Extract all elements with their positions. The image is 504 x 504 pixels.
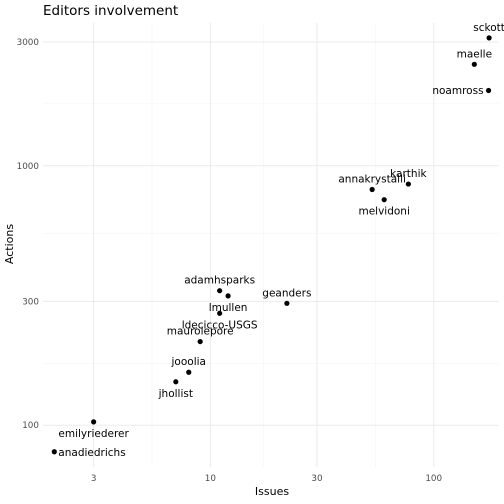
- point-label: jhollist: [158, 388, 193, 400]
- grid: [43, 23, 499, 467]
- point-label: emilyriederer: [58, 428, 129, 440]
- data-point: [186, 369, 192, 375]
- point-label: geanders: [262, 287, 311, 299]
- point-label: karthik: [390, 168, 427, 180]
- data-point: [369, 186, 375, 193]
- data-point: [486, 35, 492, 41]
- data-point: [225, 293, 231, 299]
- y-tick-label: 100: [22, 421, 39, 431]
- data-point: [173, 379, 179, 385]
- x-tick-label: 3: [91, 474, 97, 484]
- point-label: lmullen: [209, 302, 248, 314]
- point-label: maurolepore: [167, 326, 234, 338]
- data-point: [91, 419, 97, 425]
- point-label: noamross: [432, 85, 483, 97]
- point-label: sckott: [473, 22, 504, 34]
- axis-ticks: 3 10 30 100 100 300 1000 3000: [17, 38, 443, 484]
- y-tick-label: 3000: [17, 38, 40, 48]
- data-point: [217, 310, 223, 316]
- data-point: [485, 87, 492, 94]
- point-label: jooolia: [171, 356, 206, 368]
- x-tick-label: 30: [311, 474, 323, 484]
- data-point: [405, 181, 411, 187]
- point-label: anadiedrichs: [58, 447, 125, 459]
- data-point: [284, 300, 290, 306]
- data-point: [381, 197, 387, 203]
- point-label: melvidoni: [358, 206, 409, 218]
- x-axis-title: Issues: [255, 485, 289, 498]
- y-tick-label: 300: [22, 297, 39, 307]
- point-label: adamhsparks: [184, 275, 255, 287]
- data-point: [197, 338, 203, 345]
- point-label: annakrystalli: [338, 173, 406, 185]
- data-point: [217, 288, 223, 294]
- y-tick-label: 1000: [17, 162, 40, 172]
- point-label: ldecicco-USGS: [182, 319, 258, 331]
- x-tick-label: 10: [205, 474, 217, 484]
- point-labels: sckott maelle noamross karthikannakrystalli…: [58, 22, 504, 459]
- data-points: [51, 35, 492, 455]
- y-axis-title: Actions: [3, 224, 16, 264]
- x-tick-label: 100: [425, 474, 442, 484]
- chart-title: Editors involvement: [43, 3, 178, 19]
- data-point: [51, 449, 57, 455]
- data-point: [471, 61, 477, 67]
- point-label: maelle: [457, 48, 492, 60]
